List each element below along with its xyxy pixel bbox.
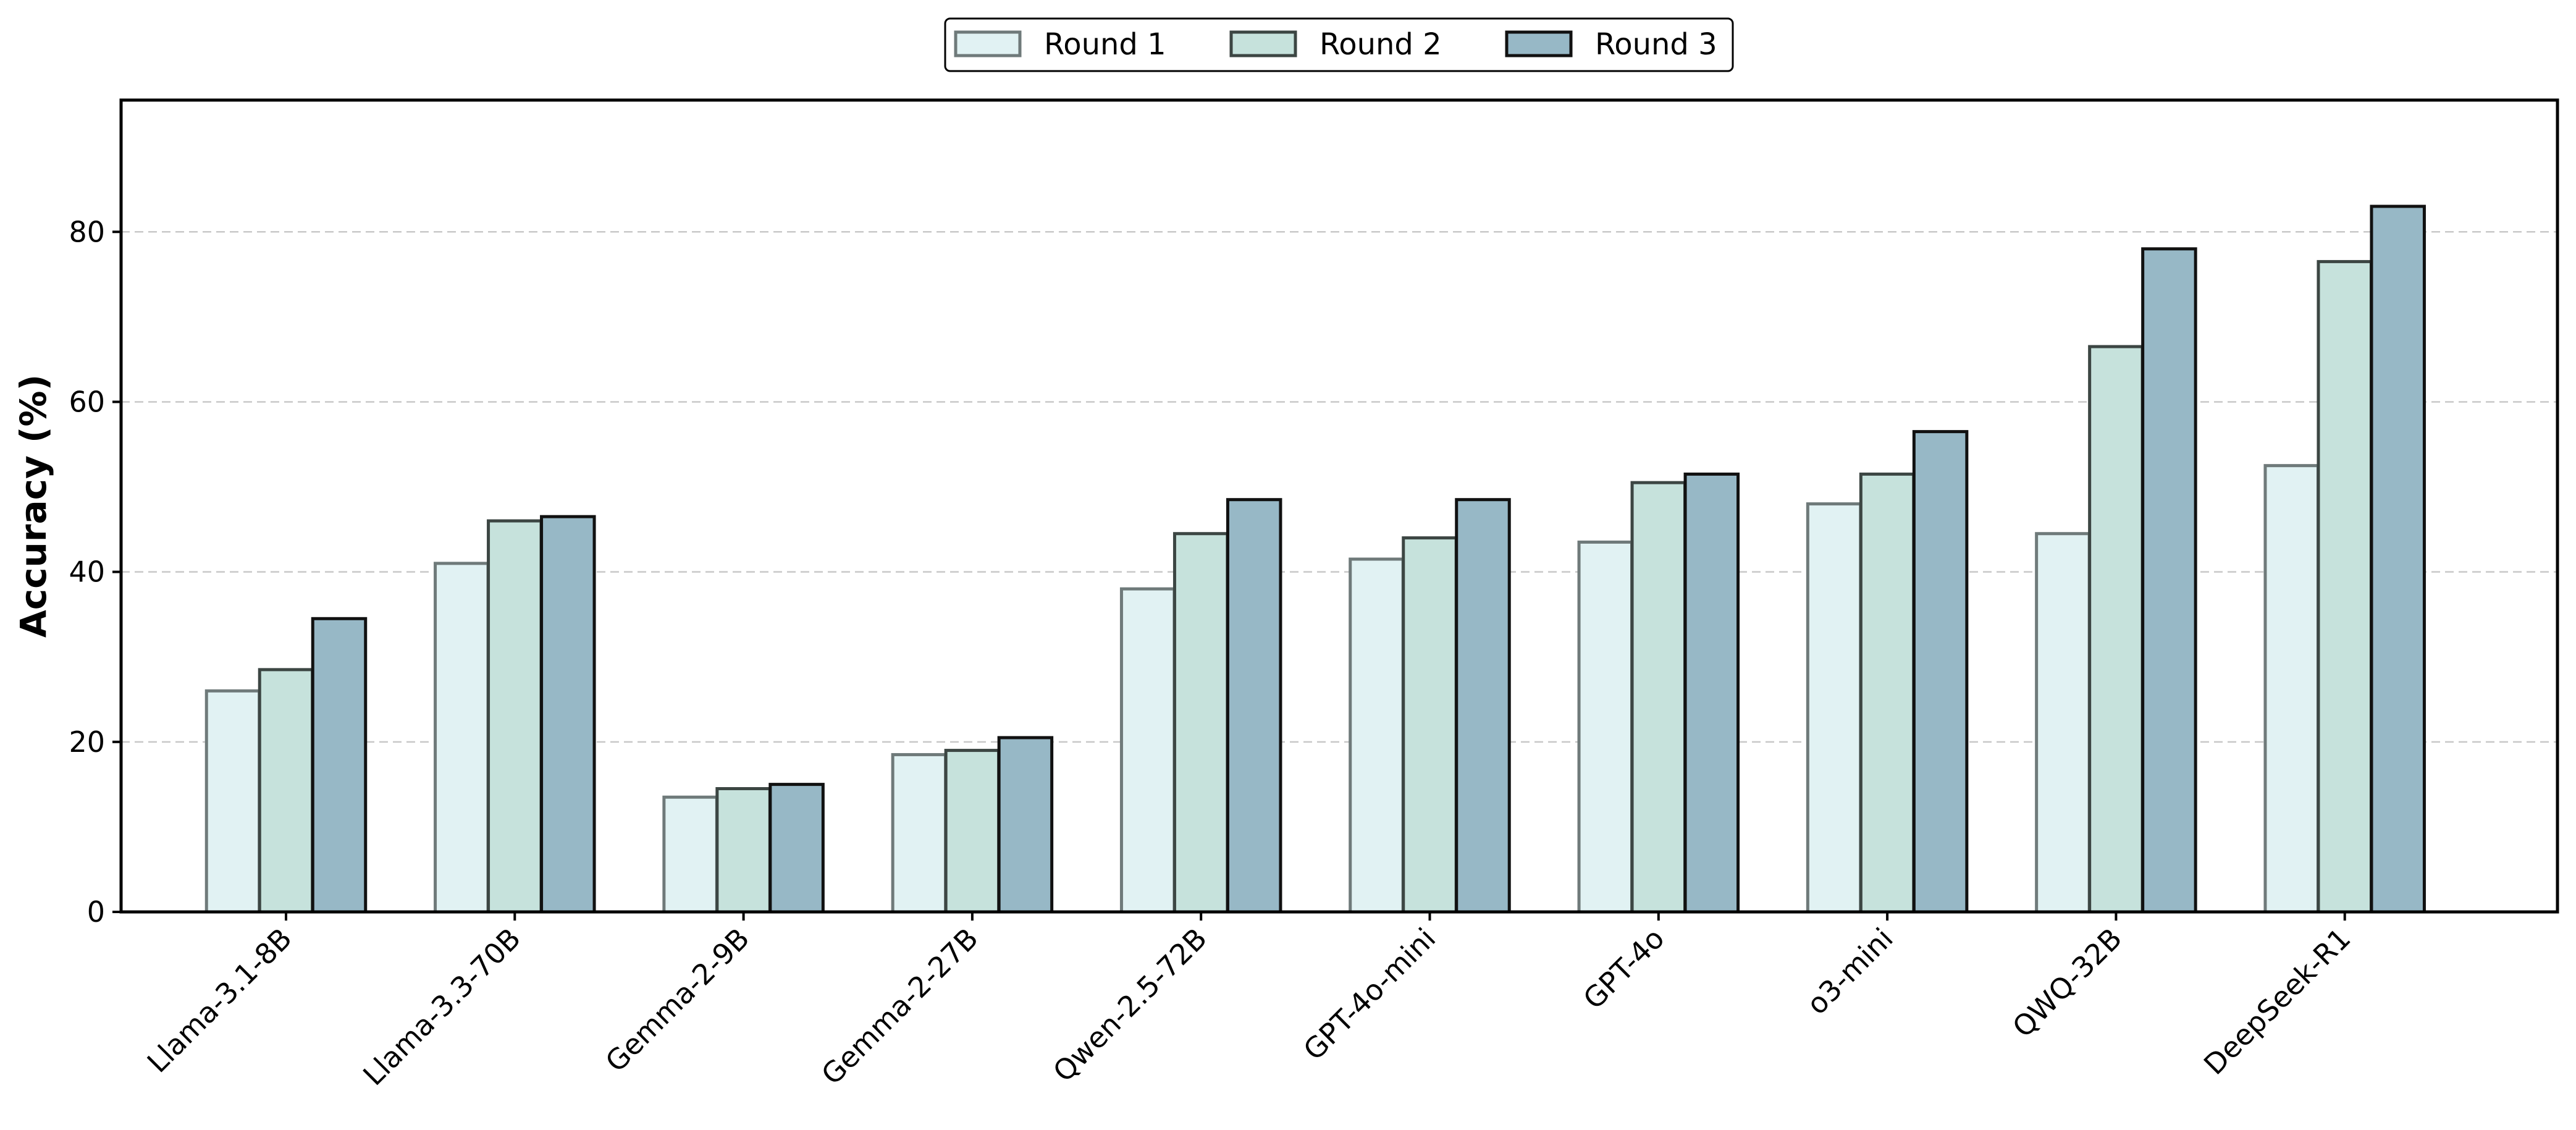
bar-gemma-2-9b-round-3 bbox=[768, 783, 825, 914]
x-tick-label-deepseek-r1: DeepSeek-R1 bbox=[2197, 922, 2357, 1081]
bar-llama-3-3-70b-round-3 bbox=[540, 515, 596, 914]
bar-gpt-4o-mini-round-2 bbox=[1402, 536, 1458, 914]
bar-gpt-4o-round-2 bbox=[1630, 481, 1687, 914]
bar-gpt-4o-round-1 bbox=[1577, 540, 1634, 914]
bar-llama-3-3-70b-round-1 bbox=[434, 562, 490, 914]
bar-o3-mini-round-1 bbox=[1806, 502, 1863, 914]
bar-deepseek-r1-round-1 bbox=[2263, 464, 2320, 914]
x-tick-label-gemma-2-27b: Gemma-2-27B bbox=[815, 922, 985, 1092]
legend: Round 1 Round 2 Round 3 bbox=[944, 17, 1734, 72]
bar-o3-mini-round-3 bbox=[1912, 430, 1969, 914]
x-tick-label-gemma-2-9b: Gemma-2-9B bbox=[599, 922, 756, 1079]
bar-gpt-4o-mini-round-3 bbox=[1455, 498, 1511, 914]
bar-gemma-2-27b-round-1 bbox=[891, 753, 948, 914]
bar-qwen-2-5-72b-round-2 bbox=[1172, 532, 1229, 914]
x-tick-label-gpt-4o: GPT-4o bbox=[1576, 922, 1670, 1016]
bar-llama-3-1-8b-round-3 bbox=[311, 617, 368, 914]
bar-gemma-2-9b-round-2 bbox=[715, 786, 772, 914]
legend-swatch-round-2 bbox=[1229, 30, 1297, 57]
legend-label-round-3: Round 3 bbox=[1595, 27, 1717, 62]
y-tick-label-0: 0 bbox=[87, 895, 105, 929]
bar-qwq-32b-round-3 bbox=[2141, 247, 2197, 914]
bar-llama-3-1-8b-round-2 bbox=[258, 668, 314, 914]
legend-label-round-1: Round 1 bbox=[1044, 27, 1166, 62]
y-tick-label-80: 80 bbox=[69, 215, 105, 248]
bar-gpt-4o-round-3 bbox=[1683, 472, 1740, 914]
bar-gemma-2-27b-round-2 bbox=[944, 749, 1001, 914]
bar-gemma-2-9b-round-1 bbox=[662, 795, 718, 914]
bar-o3-mini-round-2 bbox=[1859, 472, 1916, 914]
bar-gpt-4o-mini-round-1 bbox=[1349, 557, 1405, 914]
plot-frame bbox=[119, 98, 2559, 914]
bars bbox=[204, 204, 2426, 914]
y-tick-label-40: 40 bbox=[69, 555, 105, 589]
bar-qwen-2-5-72b-round-1 bbox=[1119, 587, 1176, 914]
x-axis: Llama-3.1-8B Llama-3.3-70B Gemma-2-9B Gemma… bbox=[141, 912, 2357, 1092]
legend-swatch-round-1 bbox=[954, 30, 1022, 57]
x-tick-label-qwen-2-5-72b: Qwen-2.5-72B bbox=[1046, 922, 1213, 1089]
legend-swatch-round-3 bbox=[1505, 30, 1573, 57]
legend-items: Round 1 Round 2 Round 3 bbox=[954, 27, 1717, 62]
y-axis: 0 20 40 60 80 bbox=[69, 215, 121, 929]
x-tick-label-gpt-4o-mini: GPT-4o-mini bbox=[1297, 922, 1442, 1067]
bar-qwq-32b-round-2 bbox=[2088, 345, 2144, 914]
bar-deepseek-r1-round-2 bbox=[2317, 259, 2373, 914]
bar-llama-3-3-70b-round-2 bbox=[487, 519, 543, 914]
x-tick-label-qwq-32b: QWQ-32B bbox=[2006, 922, 2128, 1044]
bar-qwq-32b-round-1 bbox=[2035, 532, 2091, 914]
x-tick-label-o3-mini: o3-mini bbox=[1800, 922, 1900, 1021]
y-tick-label-60: 60 bbox=[69, 385, 105, 418]
x-tick-label-llama-3-1-8b: Llama-3.1-8B bbox=[141, 922, 298, 1079]
bar-llama-3-1-8b-round-1 bbox=[204, 689, 261, 914]
x-tick-label-llama-3-3-70b: Llama-3.3-70B bbox=[356, 922, 527, 1092]
bar-qwen-2-5-72b-round-3 bbox=[1226, 498, 1282, 914]
y-axis-title: Accuracy (%) bbox=[12, 374, 54, 638]
bar-deepseek-r1-round-3 bbox=[2370, 204, 2426, 914]
bar-gemma-2-27b-round-3 bbox=[997, 736, 1054, 914]
y-tick-label-20: 20 bbox=[69, 725, 105, 759]
legend-label-round-2: Round 2 bbox=[1320, 27, 1442, 62]
